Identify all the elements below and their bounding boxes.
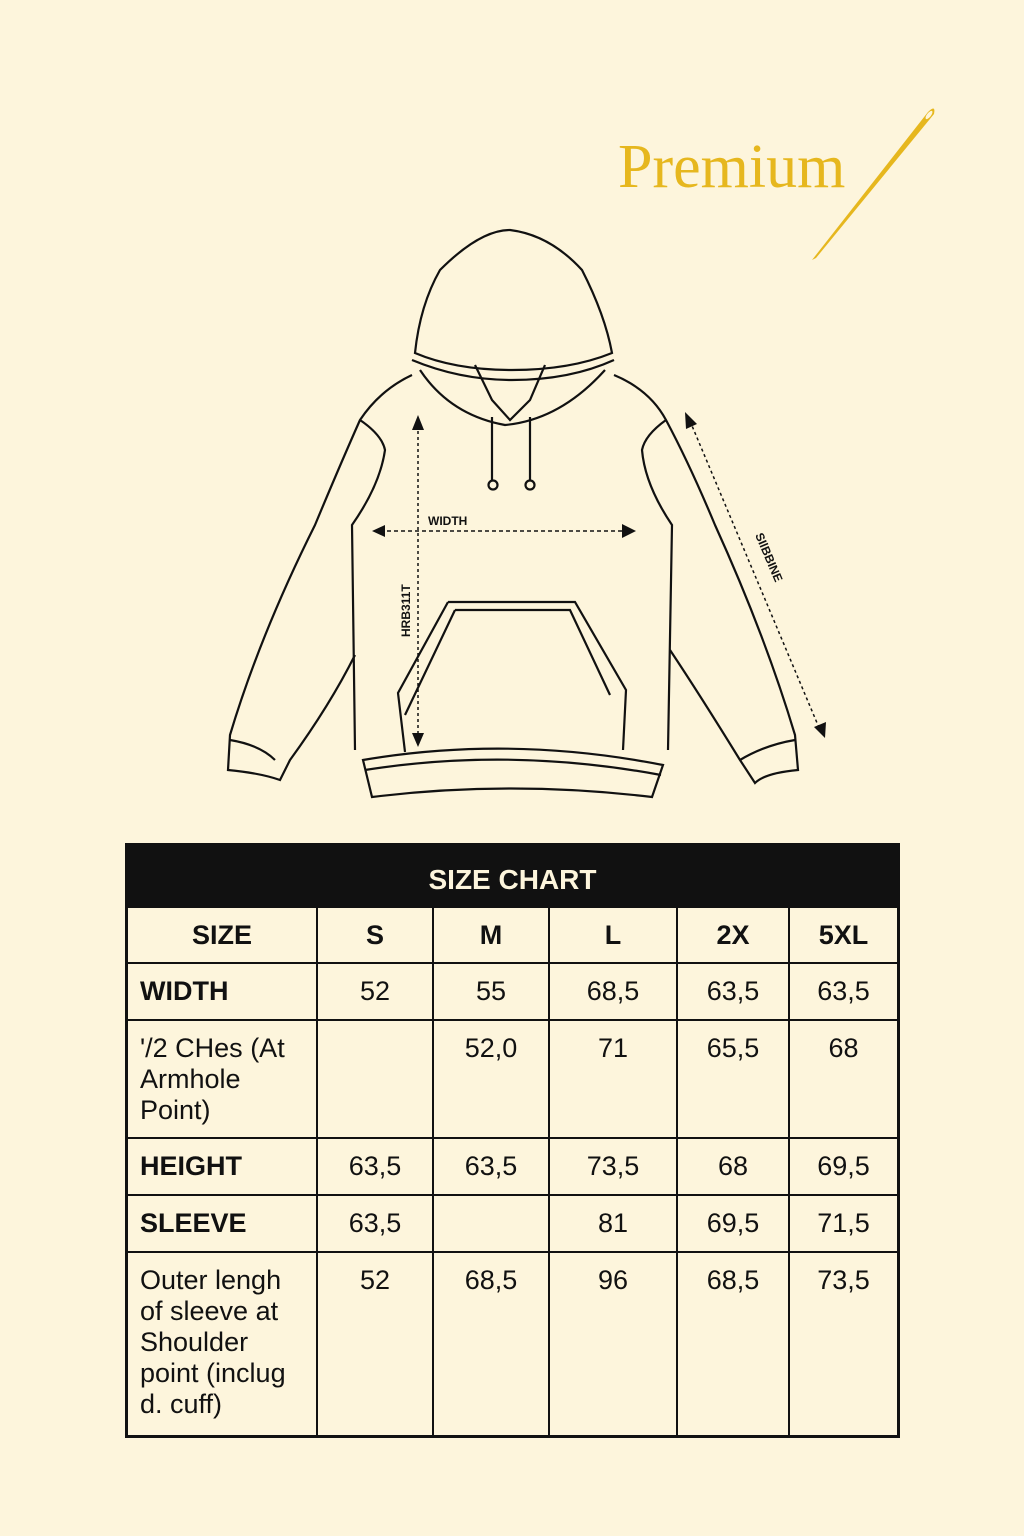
row-label: SLEEVE: [128, 1194, 318, 1253]
table-cell: 68,5: [676, 1251, 790, 1435]
table-cell: 55: [432, 962, 550, 1021]
row-label: '/2 CHes (At Armhole Point): [128, 1019, 318, 1139]
table-cell: 65,5: [676, 1019, 790, 1139]
height-label: HRB311T: [399, 584, 413, 637]
table-cell: 69,5: [788, 1137, 897, 1196]
table-cell: 96: [548, 1251, 678, 1435]
table-cell: 68,5: [432, 1251, 550, 1435]
table-cell: 68: [788, 1019, 897, 1139]
table-cell: 63,5: [676, 962, 790, 1021]
row-label: HEIGHT: [128, 1137, 318, 1196]
brand-logo: Premium: [618, 133, 846, 201]
table-row: Outer lengh of sleeve at Shoulder point …: [128, 1251, 897, 1435]
table-cell: 68: [676, 1137, 790, 1196]
table-cell: 63,5: [432, 1137, 550, 1196]
column-header: S: [316, 908, 434, 964]
table-cell: 52: [316, 962, 434, 1021]
size-chart-table: SIZE CHART SIZE S M L 2X 5XL WIDTH 52 55 68,5 63,5…: [125, 843, 900, 1438]
table-cell: 63,5: [316, 1137, 434, 1196]
column-header: 2X: [676, 908, 790, 964]
header-row: SIZE S M L 2X 5XL: [128, 908, 897, 964]
table-cell: 81: [548, 1194, 678, 1253]
table-cell: 63,5: [316, 1194, 434, 1253]
table-cell: 68,5: [548, 962, 678, 1021]
table-cell: [432, 1194, 550, 1253]
table-cell: [316, 1019, 434, 1139]
column-header: SIZE: [128, 908, 318, 964]
row-label: WIDTH: [128, 962, 318, 1021]
table-cell: 73,5: [548, 1137, 678, 1196]
column-header: L: [548, 908, 678, 964]
table-cell: 52: [316, 1251, 434, 1435]
row-label: Outer lengh of sleeve at Shoulder point …: [128, 1251, 318, 1435]
table-cell: 71,5: [788, 1194, 897, 1253]
table-cell: 71: [548, 1019, 678, 1139]
column-header: 5XL: [788, 908, 897, 964]
table-row: '/2 CHes (At Armhole Point) 52,0 71 65,5 68: [128, 1019, 897, 1139]
table-row: WIDTH 52 55 68,5 63,5 63,5: [128, 962, 897, 1021]
table-row: SLEEVE 63,5 81 69,5 71,5: [128, 1194, 897, 1253]
size-chart-title: SIZE CHART: [128, 846, 897, 908]
table-cell: 63,5: [788, 962, 897, 1021]
sleeve-label: SIlBBINE: [752, 531, 785, 584]
needle-icon: [812, 108, 935, 260]
table-cell: 69,5: [676, 1194, 790, 1253]
table-cell: 52,0: [432, 1019, 550, 1139]
column-header: M: [432, 908, 550, 964]
table-row: HEIGHT 63,5 63,5 73,5 68 69,5: [128, 1137, 897, 1196]
width-label: WIDTH: [428, 514, 467, 528]
table-cell: 73,5: [788, 1251, 897, 1435]
hoodie-diagram: WIDTH HRB311T SIlBBINE: [226, 228, 826, 799]
